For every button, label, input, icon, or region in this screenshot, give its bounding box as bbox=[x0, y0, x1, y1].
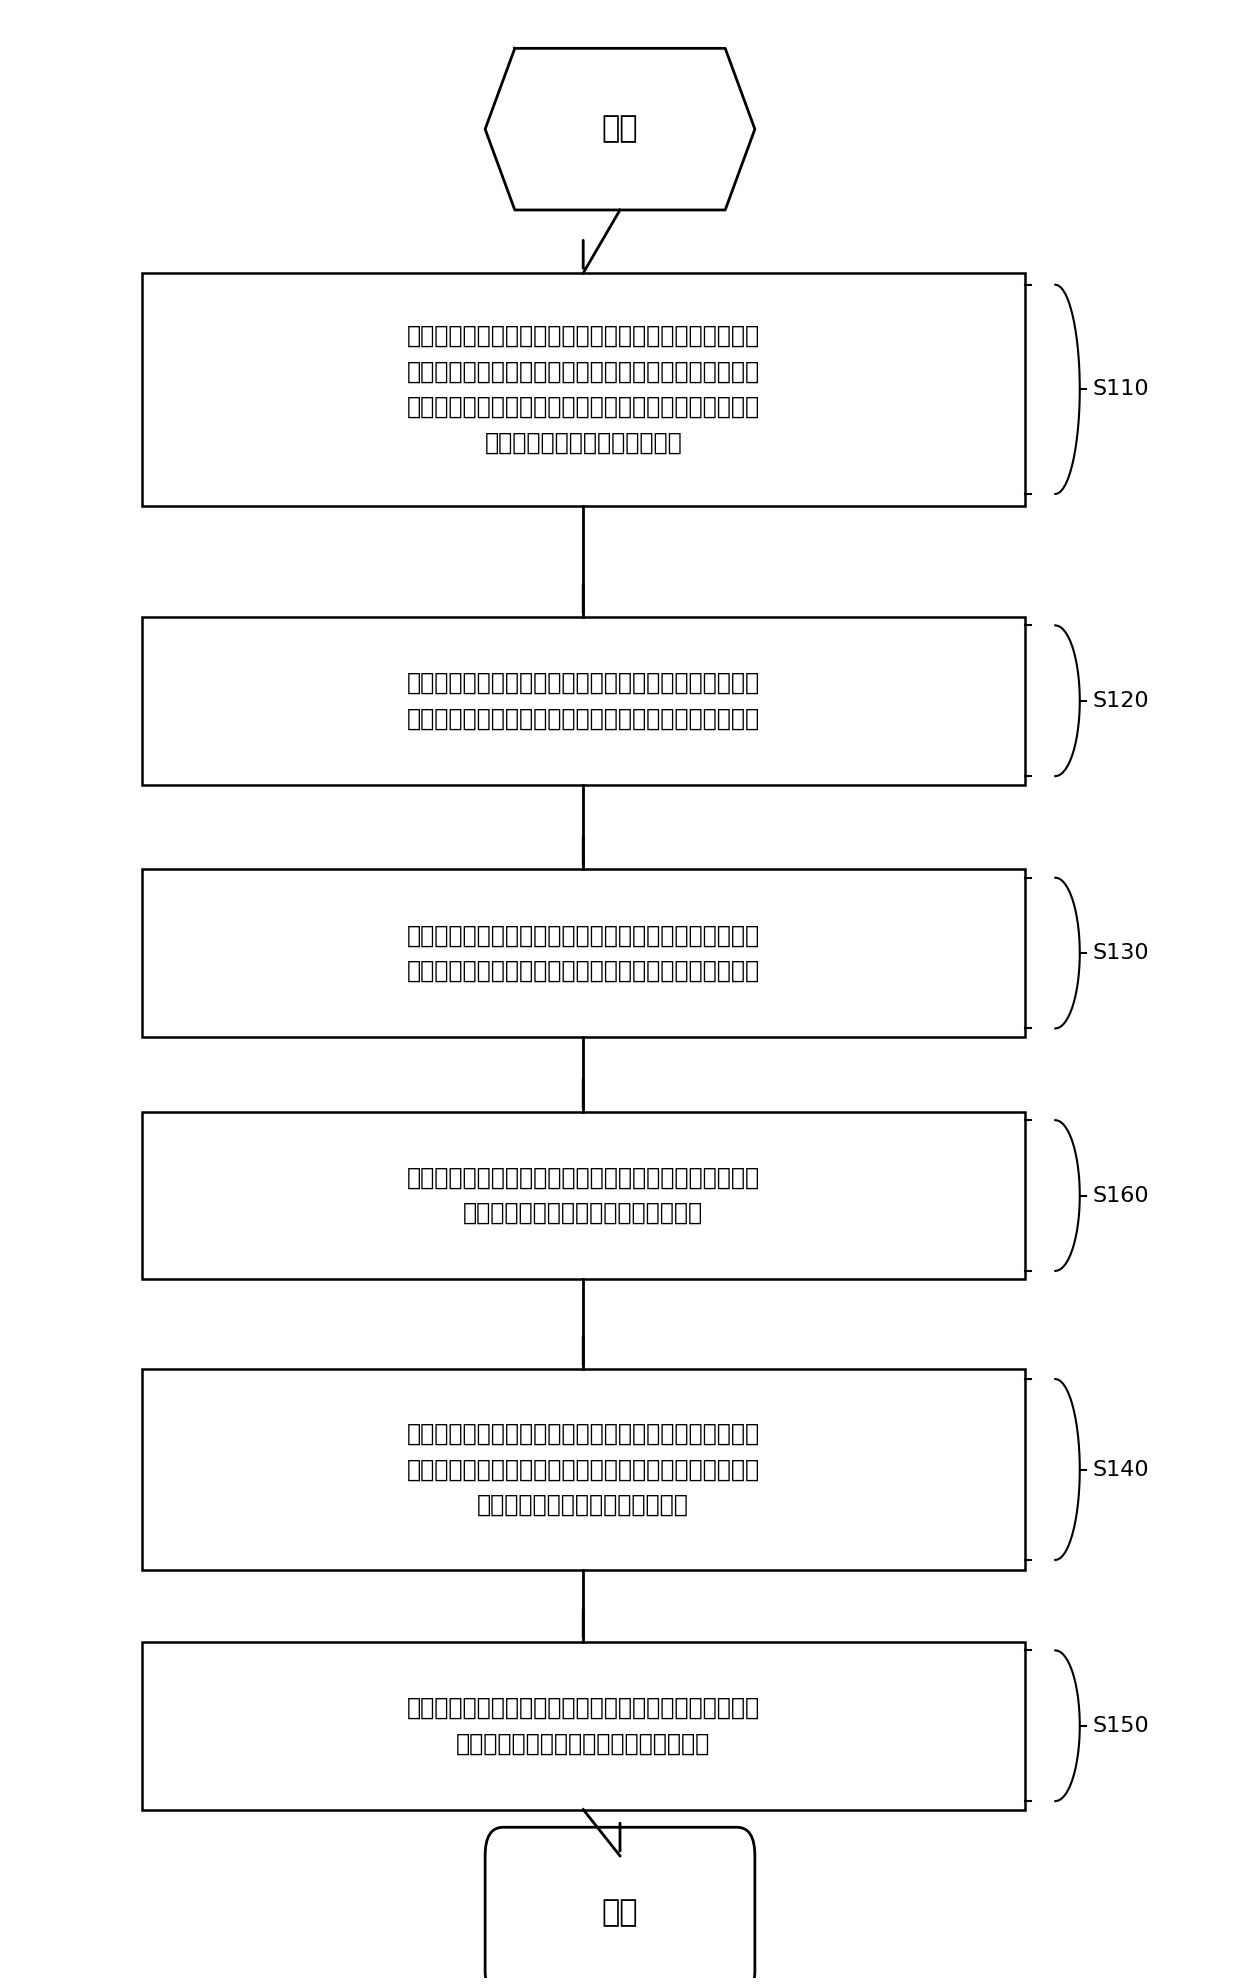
Text: 根据建设区域的竖向边长和边界距离，以及，光伏构件的
竖向尺寸和竖向排布距离，计算竖排排布光伏构件的数量: 根据建设区域的竖向边长和边界距离，以及，光伏构件的 竖向尺寸和竖向排布距离，计算… bbox=[407, 923, 760, 983]
Text: 根据横排排布光伏构件的数量以及竖排排布光伏构件的数
量，按照预设规则，对建设区域上的光伏构件进行排布，
生成建设区域上的光伏构件排布图: 根据横排排布光伏构件的数量以及竖排排布光伏构件的数 量，按照预设规则，对建设区域… bbox=[407, 1421, 760, 1517]
Text: S120: S120 bbox=[1092, 691, 1148, 711]
Bar bbox=[141, 617, 1024, 784]
Text: 结束: 结束 bbox=[601, 1898, 639, 1927]
Bar bbox=[141, 869, 1024, 1036]
Text: S160: S160 bbox=[1092, 1185, 1148, 1205]
Bar bbox=[141, 274, 1024, 506]
Text: 接收设计人员输入的光伏阳光房的基础参数和所述光伏构
件的型号，确定建设区域的边界距离、各个横向边长和各
个竖向边长，以及，所述光伏构件的横向尺寸、竖向尺寸
、横: 接收设计人员输入的光伏阳光房的基础参数和所述光伏构 件的型号，确定建设区域的边界… bbox=[407, 324, 760, 455]
Bar bbox=[141, 1642, 1024, 1810]
Bar bbox=[141, 1370, 1024, 1570]
FancyBboxPatch shape bbox=[485, 1828, 755, 1985]
Text: S130: S130 bbox=[1092, 943, 1148, 963]
Polygon shape bbox=[485, 48, 755, 210]
Text: 根据建设区域的各个横向边长、各个竖向边长以及边界距
离，确定用于排布光伏构件的排布区域: 根据建设区域的各个横向边长、各个竖向边长以及边界距 离，确定用于排布光伏构件的排… bbox=[407, 1165, 760, 1225]
Text: 开始: 开始 bbox=[601, 115, 639, 143]
Text: S110: S110 bbox=[1092, 379, 1148, 399]
Text: S150: S150 bbox=[1092, 1715, 1148, 1735]
Bar bbox=[141, 1112, 1024, 1278]
Text: S140: S140 bbox=[1092, 1459, 1148, 1479]
Text: 根据横排排布光伏构件的数量以及竖排排布光伏构件的数
量，计算出建设区域上的光伏构件的数量: 根据横排排布光伏构件的数量以及竖排排布光伏构件的数 量，计算出建设区域上的光伏构… bbox=[407, 1695, 760, 1755]
Text: 根据建设区域的横向边长和边界距离，以及，光伏构件的
横向尺寸和横向排布距离，计算横排排布光伏构件的数量: 根据建设区域的横向边长和边界距离，以及，光伏构件的 横向尺寸和横向排布距离，计算… bbox=[407, 671, 760, 730]
